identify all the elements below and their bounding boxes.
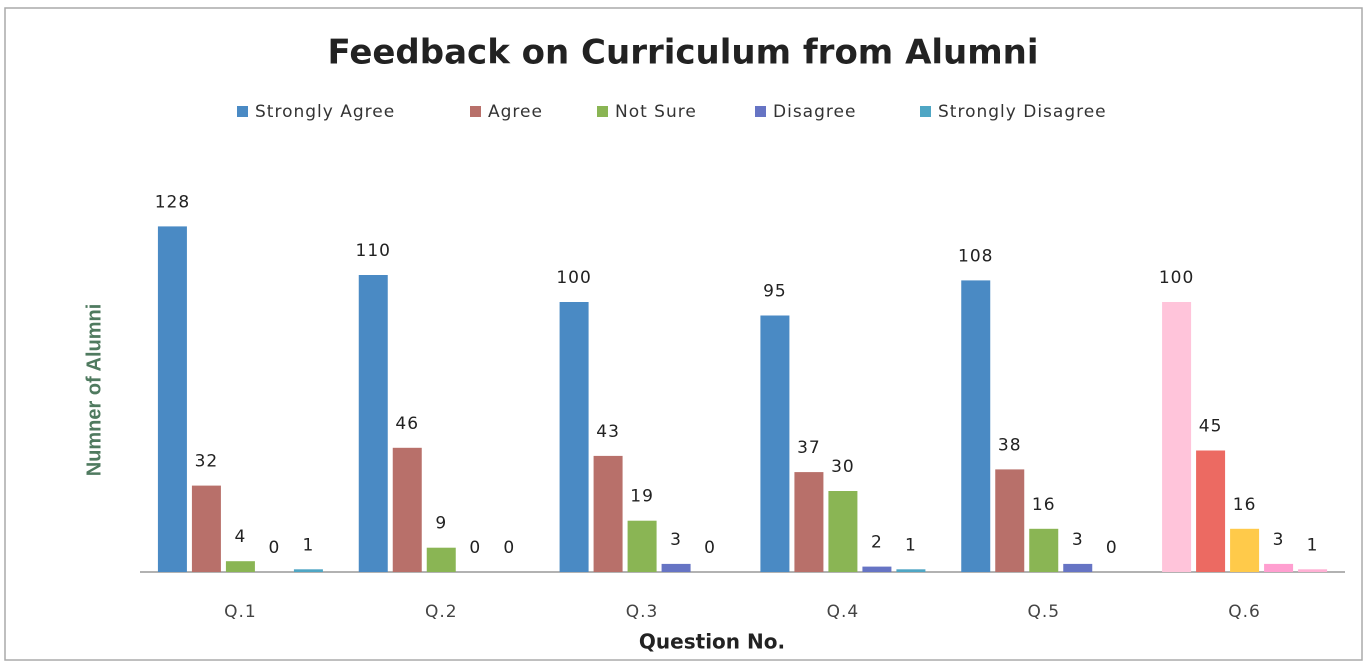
legend-label: Strongly Agree (255, 102, 395, 122)
data-label: 0 (469, 538, 481, 558)
x-tick-label: Q.3 (626, 602, 659, 622)
data-label: 43 (596, 422, 620, 442)
data-label: 128 (155, 192, 190, 212)
bar (191, 485, 221, 572)
data-label: 0 (269, 538, 281, 558)
data-label: 0 (503, 538, 515, 558)
x-tick-label: Q.6 (1228, 602, 1261, 622)
bar (1029, 528, 1059, 572)
data-label: 30 (831, 457, 855, 477)
bar (1063, 563, 1093, 572)
data-label: 37 (797, 438, 821, 458)
legend-swatch (237, 106, 248, 117)
data-label: 100 (556, 268, 591, 288)
bar (961, 280, 991, 572)
bar (358, 275, 388, 572)
data-label: 3 (1273, 530, 1285, 550)
bar (862, 566, 892, 572)
data-label: 9 (435, 514, 447, 534)
data-label: 95 (763, 282, 787, 302)
legend-label: Strongly Disagree (938, 102, 1107, 122)
data-label: 16 (1032, 495, 1056, 515)
chart-frame (4, 7, 1363, 661)
data-label: 110 (356, 241, 391, 261)
legend-label: Disagree (773, 102, 856, 122)
data-label: 3 (670, 530, 682, 550)
data-label: 2 (871, 533, 883, 553)
data-label: 108 (958, 246, 993, 266)
bar (1230, 528, 1260, 572)
bar (1298, 569, 1328, 572)
bar (828, 491, 858, 572)
data-label: 100 (1159, 268, 1194, 288)
bar (293, 569, 323, 572)
bar (794, 472, 824, 572)
data-label: 4 (235, 527, 247, 547)
bar (225, 561, 255, 572)
data-label: 32 (195, 452, 219, 472)
data-label: 16 (1233, 495, 1257, 515)
bar (760, 315, 790, 572)
data-label: 19 (630, 487, 654, 507)
bar (627, 520, 657, 572)
data-label: 1 (905, 535, 917, 555)
legend-swatch (470, 106, 481, 117)
data-label: 38 (998, 435, 1022, 455)
data-label: 3 (1072, 530, 1084, 550)
legend-label: Agree (488, 102, 543, 122)
x-axis-label: Question No. (639, 630, 785, 654)
chart-title: Feedback on Curriculum from Alumni (327, 33, 1038, 73)
x-tick-label: Q.5 (1027, 602, 1060, 622)
bar (1264, 563, 1294, 572)
bar (593, 455, 623, 572)
x-tick-label: Q.1 (224, 602, 257, 622)
bar (392, 447, 422, 572)
data-label: 0 (704, 538, 716, 558)
bar (426, 547, 456, 572)
data-label: 45 (1199, 417, 1223, 437)
x-tick-label: Q.4 (827, 602, 860, 622)
bar (559, 302, 589, 572)
data-label: 46 (395, 414, 419, 434)
bar (1162, 302, 1192, 572)
data-label: 0 (1106, 538, 1118, 558)
bar (995, 469, 1025, 572)
legend-swatch (597, 106, 608, 117)
legend-swatch (920, 106, 931, 117)
y-axis-label: Numner of Alumni (83, 304, 105, 477)
legend-swatch (755, 106, 766, 117)
bar (1196, 450, 1226, 572)
bar (661, 563, 691, 572)
data-label: 1 (303, 535, 315, 555)
legend-label: Not Sure (615, 102, 697, 122)
bar (157, 226, 187, 572)
data-label: 1 (1307, 535, 1319, 555)
bar (896, 569, 926, 572)
x-tick-label: Q.2 (425, 602, 458, 622)
